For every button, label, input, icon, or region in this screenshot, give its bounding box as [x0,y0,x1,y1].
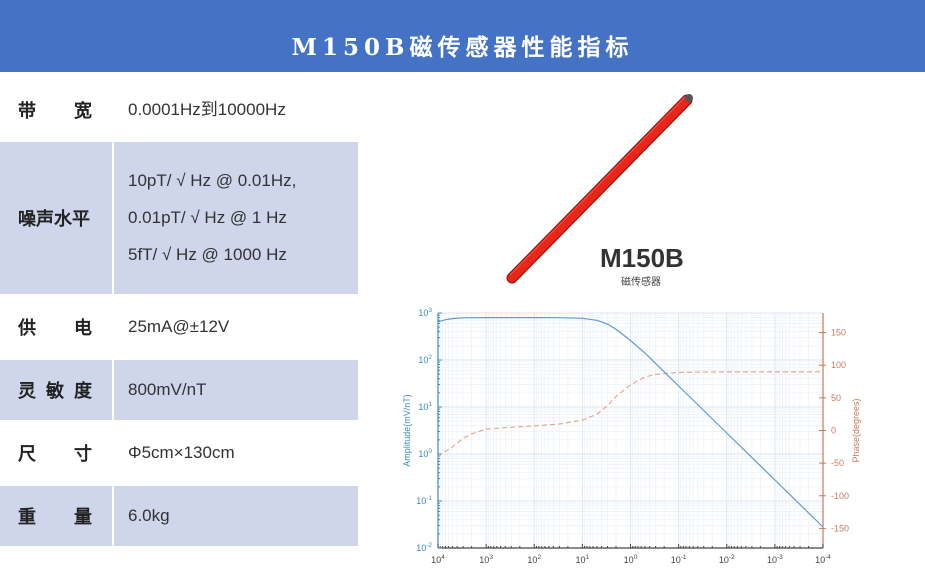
spec-value-text: Φ5cm×130cm [128,443,235,462]
product-subtitle: 磁传感器 [621,277,661,288]
spec-row: 尺寸 Φ5cm×130cm [0,422,358,484]
y2-axis-title: Phase(degrees) [851,398,861,462]
bode-plot: 104 103 102 101 100 10-1 10-2 10-3 10-4 103 102 101… [395,300,925,577]
tick-label: 102 [527,554,541,565]
tick-label: 10-1 [416,495,432,506]
tick-label: 100 [418,448,432,459]
spec-value: 0.0001Hz到10000Hz [114,80,358,140]
spec-row: 灵敏度 800mV/nT [0,360,358,420]
spec-value-text: 6.0kg [128,506,170,525]
tick-label: 10-2 [719,554,735,565]
spec-row: 重量 6.0kg [0,486,358,546]
spec-label-text: 供 [18,318,36,339]
spec-value-text: 5fT/ √ Hz @ 1000 Hz [128,245,287,264]
spec-row: 带宽 0.0001Hz到10000Hz [0,80,358,140]
spec-label-text: 量 [74,507,92,528]
tick-label: 103 [479,554,493,565]
spec-label-text: 电 [74,318,92,339]
product-name: M150B [600,243,684,273]
tick-label: 102 [418,354,432,365]
spec-label: 重量 [0,486,112,546]
page-title: M150B磁传感器性能指标 [291,34,634,61]
tick-label: 10-2 [416,542,432,553]
spec-label: 灵敏度 [0,360,112,420]
spec-label-text: 尺 [18,444,36,465]
spec-value-text: 800mV/nT [128,380,207,399]
tick-label: 104 [431,554,445,565]
tick-label: 10-4 [815,554,831,565]
spec-label-text: 寸 [74,444,92,465]
spec-label: 带宽 [0,80,112,140]
tick-label: 10-1 [671,554,687,565]
tick-label: 103 [418,307,432,318]
spec-row: 供电 25mA@±12V [0,296,358,358]
spec-label-text: 噪声水平 [18,209,90,230]
bode-plot-svg: 104 103 102 101 100 10-1 10-2 10-3 10-4 103 102 101… [402,307,861,565]
spec-table: 带宽 0.0001Hz到10000Hz 噪声水平 10pT/ √ Hz @ 0.01H… [0,80,358,546]
spec-row: 噪声水平 10pT/ √ Hz @ 0.01Hz, 0.01pT/ √ Hz @ 1… [0,142,358,294]
spec-label: 噪声水平 [0,142,112,294]
spec-label-text: 重 [18,507,36,528]
tick-label: -150 [831,523,849,533]
spec-value: 10pT/ √ Hz @ 0.01Hz, 0.01pT/ √ Hz @ 1 Hz 5… [114,142,358,294]
tick-label: 100 [624,554,638,565]
spec-label-text: 带 [18,101,36,122]
y-axis-title: Amplitude(mV/nT) [402,394,412,467]
spec-label-text: 灵 [18,381,36,402]
title-banner: M150B磁传感器性能指标 [0,0,925,72]
spec-label: 供电 [0,296,112,358]
spec-value: 25mA@±12V [114,296,358,358]
tick-label: 100 [831,360,846,370]
spec-value-text: 0.01pT/ √ Hz @ 1 Hz [128,208,287,227]
product-image: M150B 磁传感器 [490,88,710,293]
tick-label: -50 [831,458,844,468]
sensor-rod-icon [506,94,693,284]
spec-label-text: 度 [74,381,92,402]
tick-label: -100 [831,491,849,501]
spec-value: 6.0kg [114,486,358,546]
tick-label: 101 [418,401,432,412]
spec-value-text: 0.0001Hz到10000Hz [128,100,286,119]
spec-label: 尺寸 [0,422,112,484]
spec-value: Φ5cm×130cm [114,422,358,484]
phase-series [437,371,823,458]
tick-label: 10-3 [767,554,783,565]
tick-label: 150 [831,328,846,338]
spec-value-text: 10pT/ √ Hz @ 0.01Hz, [128,171,297,190]
spec-value: 800mV/nT [114,360,358,420]
spec-label-text: 敏 [46,381,64,402]
spec-label-text: 宽 [74,101,92,122]
tick-label: 50 [831,393,841,403]
amplitude-series [437,317,824,528]
tick-label: 101 [576,554,590,565]
spec-value-text: 25mA@±12V [128,317,230,336]
tick-label: 0 [831,426,836,436]
